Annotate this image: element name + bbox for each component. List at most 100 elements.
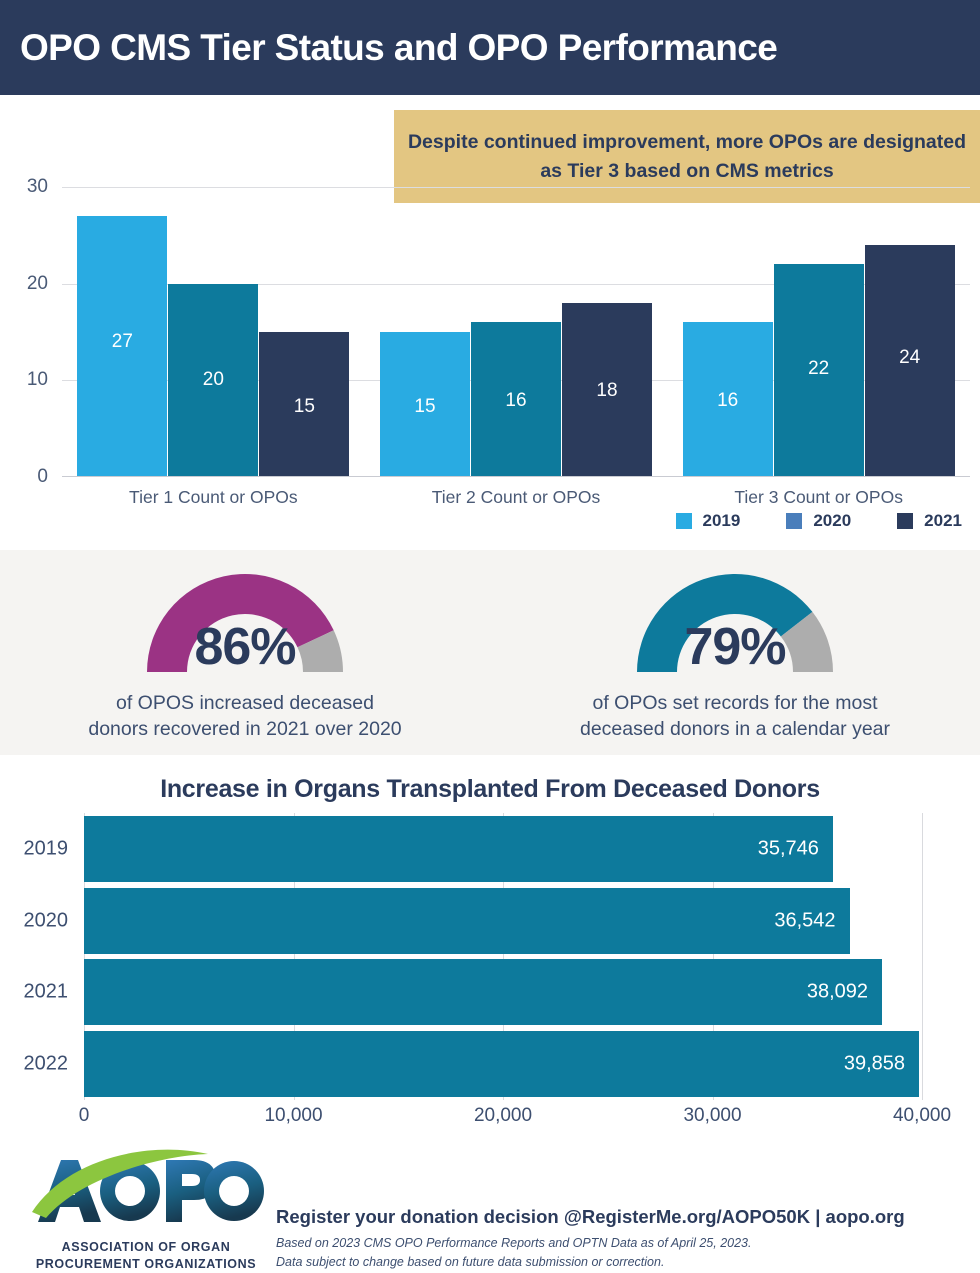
hbar-value-label: 39,858 [843, 1052, 906, 1075]
organs-transplanted-section: Increase in Organs Transplanted From Dec… [0, 755, 980, 1150]
bar-value-label: 27 [111, 330, 133, 352]
x-axis-tick: 30,000 [683, 1105, 742, 1126]
footer-text-block: Register your donation decision @Registe… [276, 1206, 976, 1272]
x-axis-tick: 0 [78, 1105, 90, 1126]
gauge-svg [147, 574, 343, 672]
tier-status-chart-section: Despite continued improvement, more OPOs… [0, 95, 980, 550]
y-axis-tick: 10 [26, 369, 48, 391]
bar: 15 [259, 332, 350, 477]
bar-value-label: 15 [293, 395, 315, 417]
hbar-value-label: 38,092 [806, 980, 869, 1003]
gauge-caption-86: of OPOS increased deceased donors recove… [10, 690, 480, 743]
gridline [84, 813, 85, 1100]
aopo-logo-subtitle: ASSOCIATION OF ORGAN PROCUREMENT ORGANIZ… [26, 1239, 266, 1273]
gauge-caption-line1: of OPOs set records for the most [592, 692, 878, 714]
hbar-category-label: 2020 [23, 909, 69, 932]
gauge-value-arc [147, 574, 334, 672]
hbar-plot-area: 0 10,000 20,000 30,000 40,000 35,746 2019 36,54… [24, 813, 951, 1126]
logo-sub-line1: ASSOCIATION OF ORGAN [61, 1240, 231, 1254]
y-axis-tick: 20 [26, 272, 48, 294]
gridline [62, 283, 970, 285]
hbar-row: 39,858 2022 [24, 1031, 922, 1098]
gauge-arc-86 [120, 564, 370, 689]
legend-label: 2020 [813, 511, 852, 530]
bar-value-label: 16 [717, 390, 739, 412]
page-title: OPO CMS Tier Status and OPO Performance [20, 26, 778, 68]
bar-value-label: 16 [505, 390, 527, 412]
hbar-value-label: 35,746 [757, 837, 819, 860]
gauge-section: 86% of OPOS increased deceased donors re… [0, 550, 980, 755]
gauge-track-arc [297, 630, 343, 672]
gridline [922, 813, 923, 1100]
gauge-arc-79 [610, 564, 860, 689]
aopo-logo: ASSOCIATION OF ORGAN PROCUREMENT ORGANIZ… [26, 1146, 266, 1273]
hbar-row: 35,746 2019 [24, 815, 922, 882]
gauge-svg [637, 574, 833, 672]
aopo-logo-mark [32, 1149, 264, 1222]
legend-item[interactable]: 2020 [786, 511, 851, 531]
bar: 22 [773, 264, 864, 477]
gauge-card-79: 79% of OPOs set records for the most dec… [500, 550, 970, 755]
gauge-percent-79: 79% [684, 618, 786, 676]
bar: 18 [562, 303, 652, 477]
gauge-caption-line2: deceased donors in a calendar year [579, 718, 891, 741]
footer-disclaimer: Based on 2023 CMS OPO Performance Report… [276, 1234, 976, 1272]
footer-cta[interactable]: Register your donation decision @Registe… [276, 1206, 905, 1227]
chart-legend: 2019 2020 2021 [0, 511, 980, 531]
gauge-value-arc [637, 574, 813, 672]
gauge-caption-line2: donors recovered in 2021 over 2020 [88, 718, 402, 741]
hbar: 38,092 [84, 959, 883, 1026]
legend-item[interactable]: 2019 [675, 511, 741, 531]
gauge-caption-line1: of OPOS increased deceased [116, 692, 374, 714]
legend-swatch-icon [786, 513, 803, 529]
x-axis-tick: 20,000 [473, 1105, 533, 1126]
legend-swatch-icon [675, 513, 692, 529]
bar-value-label: 24 [899, 347, 921, 369]
page-footer: ASSOCIATION OF ORGAN PROCUREMENT ORGANIZ… [0, 1149, 980, 1272]
category-label: Tier 1 Count or OPOs [129, 487, 298, 507]
bar: 27 [77, 216, 168, 477]
callout-text: Despite continued improvement, more OPOs… [407, 131, 967, 182]
legend-label: 2021 [924, 511, 962, 530]
category-label: Tier 2 Count or OPOs [431, 487, 601, 507]
hbar-chart-title: Increase in Organs Transplanted From Dec… [160, 775, 820, 803]
hbar: 35,746 [84, 815, 833, 882]
hbar-row: 38,092 2021 [24, 959, 922, 1026]
footer-note-line2: Data subject to change based on future d… [276, 1254, 665, 1269]
footer-note-line1: Based on 2023 CMS OPO Performance Report… [276, 1236, 752, 1250]
hbar: 39,858 [84, 1031, 920, 1098]
gridline [712, 813, 714, 1100]
gridline [293, 813, 295, 1100]
bar: 16 [471, 322, 561, 477]
hbar-value-label: 36,542 [774, 909, 836, 932]
gauge-card-86: 86% of OPOS increased deceased donors re… [10, 550, 480, 755]
gauge-track-arc [780, 611, 833, 672]
gauge-percent-86: 86% [194, 618, 296, 676]
gridline [503, 813, 504, 1100]
hbar-category-label: 2021 [23, 980, 69, 1003]
bar: 24 [864, 245, 955, 477]
logo-sub-line2: PROCUREMENT ORGANIZATIONS [35, 1256, 257, 1271]
x-axis-tick: 10,000 [264, 1105, 323, 1126]
x-axis-tick: 40,000 [892, 1105, 952, 1126]
legend-item[interactable]: 2021 [897, 511, 962, 531]
hbar-row: 36,542 2020 [24, 887, 922, 954]
gauge-caption-79: of OPOs set records for the most decease… [500, 690, 970, 743]
legend-label: 2019 [702, 511, 741, 530]
hbar-category-label: 2022 [23, 1052, 69, 1075]
bar-value-label: 22 [808, 357, 830, 379]
bar: 20 [168, 283, 259, 477]
bar: 15 [380, 332, 470, 477]
hbar: 36,542 [84, 887, 850, 954]
bar-value-label: 18 [596, 379, 618, 401]
green-swoosh-icon [32, 1149, 208, 1218]
bar-value-label: 15 [414, 395, 436, 417]
baseline-axis [62, 476, 970, 477]
hbar-category-label: 2019 [23, 837, 69, 860]
category-label: Tier 3 Count or OPOs [734, 487, 903, 507]
page-header: OPO CMS Tier Status and OPO Performance [0, 0, 980, 95]
gridline [62, 187, 970, 188]
bar: 16 [682, 322, 773, 477]
tier-status-plot-area: 27 20 15 15 16 18 16 22 24 [62, 187, 970, 477]
bar-value-label: 20 [202, 368, 224, 390]
